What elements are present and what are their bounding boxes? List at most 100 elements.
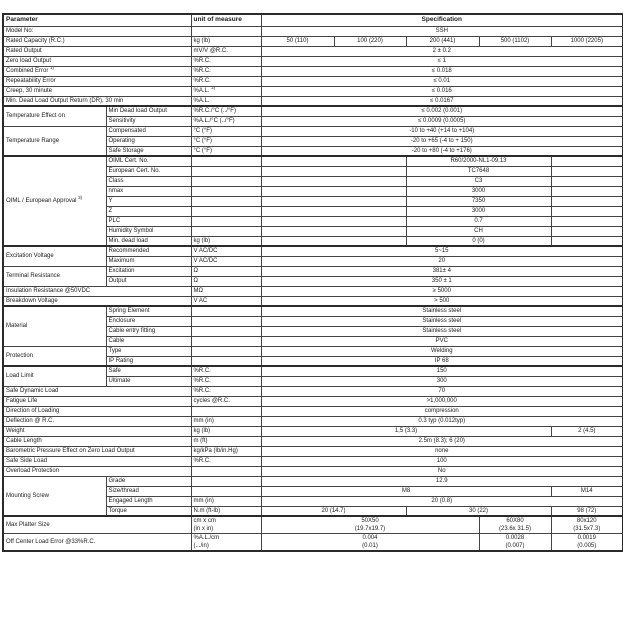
material-spring-element-sublabel: Spring Element: [105, 305, 192, 317]
protection-type-group-label: Protection: [2, 345, 107, 367]
combined-error-label: Combined Error 1): [2, 65, 192, 77]
rated-capacity-value-4: 200 (441): [405, 35, 480, 47]
breakdown-voltage-row: Breakdown Voltage V AC > 500: [2, 295, 623, 307]
oiml-cert-no-value-4: R60/2000-NL1-09.13: [405, 155, 552, 167]
min-dead-load-output-return-label: Min. Dead Load Output Return (DR), 30 mi…: [2, 95, 192, 107]
max-platter-size-unit: cm x cm (in x in): [190, 515, 262, 534]
mounting-screw-grade-unit: [190, 475, 262, 487]
model-no-unit: [190, 25, 262, 37]
oiml-cert-no-footnote-marker: 3): [78, 195, 83, 200]
temp-effect-min-dead-load-unit: %R.C./°C (../°F): [190, 105, 262, 117]
off-center-load-error-value-4: 0.0019 (0.005): [550, 533, 623, 552]
terminal-excitation-value-3: 381± 4: [260, 265, 623, 277]
oiml-class-value-4: [550, 175, 623, 187]
direction-of-loading-label: Direction of Loading: [2, 405, 192, 417]
cable-length-label: Cable Length: [2, 435, 192, 447]
mounting-screw-size-thread-unit: [190, 485, 262, 497]
oiml-z-value: [260, 205, 407, 217]
rated-capacity-label: Rated Capacity (R.C.): [2, 35, 192, 47]
zero-load-output-value: ≤ 1: [260, 55, 623, 67]
excitation-maximum-sublabel: Maximum: [105, 255, 192, 267]
overload-protection-row: Overload Protection No: [2, 465, 623, 477]
cable-length-value: 2.5m (8.3); 6 (20): [260, 435, 623, 447]
protection-type-value-3: Welding: [260, 345, 623, 357]
material-enclosure-value: Stainless steel: [260, 315, 623, 327]
terminal-output-value: 350 ± 1: [260, 275, 623, 287]
weight-unit: kg (lb): [190, 425, 262, 437]
max-platter-size-value: 50X50 (19.7x19.7): [260, 515, 480, 534]
load-limit-safe-row: Load Limit Safe %R.C. 150: [2, 365, 623, 387]
combined-error-footnote-marker: 1): [50, 66, 55, 70]
material-spring-element-row: Material Spring Element Stainless steel: [2, 305, 623, 347]
cable-length-row: Cable Length m (ft) 2.5m (8.3); 6 (20): [2, 435, 623, 447]
material-enclosure-sublabel: Enclosure: [105, 315, 192, 327]
oiml-humidity-symbol-value-3: CH: [405, 225, 552, 237]
combined-error-unit: %R.C.: [190, 65, 262, 77]
oiml-min-dead-load-unit: kg (lb): [190, 235, 262, 247]
european-cert-no-unit: [190, 165, 262, 177]
mounting-screw-engaged-length-value: 20 (0.8): [260, 495, 623, 507]
protection-type-unit: [190, 345, 262, 357]
mounting-screw-grade-sublabel: Grade: [105, 475, 192, 487]
direction-of-loading-value: compression: [260, 405, 623, 417]
header-header-cell: Parameter: [2, 13, 192, 27]
deflection-at-rc-label: Deflection @ R.C.: [2, 415, 192, 427]
rated-capacity-value-5: 500 (1102): [478, 35, 552, 47]
rated-capacity-value: 50 (110): [260, 35, 335, 47]
combined-error-value: ≤ 0.018: [260, 65, 623, 77]
max-platter-size-label: Max Platter Size: [2, 515, 192, 534]
protection-ip-rating-sublabel: IP Rating: [105, 355, 192, 367]
insulation-resistance-label: Insulation Resistance @50VDC: [2, 285, 192, 297]
deflection-at-rc-value: 0.3 typ (0.012typ): [260, 415, 623, 427]
protection-ip-rating-value: IP 68: [260, 355, 623, 367]
creep-30-minute-footnote-marker: 2): [211, 86, 216, 90]
excitation-recommended-unit: V AC/DC: [190, 245, 262, 257]
oiml-nmax-sublabel: nmax: [105, 185, 192, 197]
material-spring-element-group-label: Material: [2, 305, 107, 347]
model-no-value: SSH: [260, 25, 623, 37]
fatigue-life-label: Fatigue Life: [2, 395, 192, 407]
rated-output-unit: mV/V @R.C.: [190, 45, 262, 57]
terminal-excitation-sublabel: Excitation: [105, 265, 192, 277]
min-dead-load-output-return-value: ≤ 0.0167: [260, 95, 623, 107]
temp-range-operating-value: -20 to +65 (-4 to + 150): [260, 135, 623, 147]
european-cert-no-value: [260, 165, 407, 177]
creep-30-minute-value: ≤ 0.016: [260, 85, 623, 97]
terminal-excitation-unit: Ω: [190, 265, 262, 277]
oiml-class-value-3: C3: [405, 175, 552, 187]
oiml-nmax-value-4: [550, 185, 623, 197]
barometric-pressure-effect-unit: kg/kPa (lb/in.Hg): [190, 445, 262, 457]
material-cable-entry-fitting-value: Stainless steel: [260, 325, 623, 337]
temp-effect-min-dead-load-group-label: Temperature Effect on: [2, 105, 107, 127]
european-cert-no-value-4: [550, 165, 623, 177]
protection-type-row: Protection Type Welding: [2, 345, 623, 367]
temp-effect-sensitivity-value: ≤ 0.0009 (0.0005): [260, 115, 623, 127]
creep-30-minute-row: Creep, 30 minute %A.L. 2) ≤ 0.016: [2, 85, 623, 97]
oiml-z-sublabel: Z: [105, 205, 192, 217]
oiml-cert-no-value-3: [260, 155, 407, 167]
oiml-z-value-3: 3000: [405, 205, 552, 217]
fatigue-life-unit: cycles @R.C.: [190, 395, 262, 407]
oiml-class-value: [260, 175, 407, 187]
breakdown-voltage-value: > 500: [260, 295, 623, 307]
combined-error-row: Combined Error 1) %R.C. ≤ 0.018: [2, 65, 623, 77]
mounting-screw-torque-value-4: 98 (72): [550, 505, 623, 517]
insulation-resistance-value: ≥ 5000: [260, 285, 623, 297]
fatigue-life-row: Fatigue Life cycles @R.C. >1,000,000: [2, 395, 623, 407]
safe-dynamic-load-unit: %R.C.: [190, 385, 262, 397]
mounting-screw-size-thread-value: M8: [260, 485, 552, 497]
oiml-humidity-symbol-sublabel: Humidity Symbol: [105, 225, 192, 237]
load-limit-safe-unit: %R.C.: [190, 365, 262, 377]
oiml-y-value-3: 7350: [405, 195, 552, 207]
excitation-recommended-row: Excitation Voltage Recommended V AC/DC 5~15: [2, 245, 623, 267]
overload-protection-unit: [190, 465, 262, 477]
material-cable-entry-fitting-unit: [190, 325, 262, 337]
safe-side-load-label: Safe Side Load: [2, 455, 192, 467]
header-header-cell: Specification: [260, 13, 623, 27]
cable-length-unit: m (ft): [190, 435, 262, 447]
terminal-excitation-row: Terminal Resistance Excitation Ω 381± 4: [2, 265, 623, 287]
temp-effect-min-dead-load-row: Temperature Effect on Min Dead load Outpu…: [2, 105, 623, 127]
temp-range-compensated-unit: °C (°F): [190, 125, 262, 137]
rated-capacity-unit: kg (lb): [190, 35, 262, 47]
